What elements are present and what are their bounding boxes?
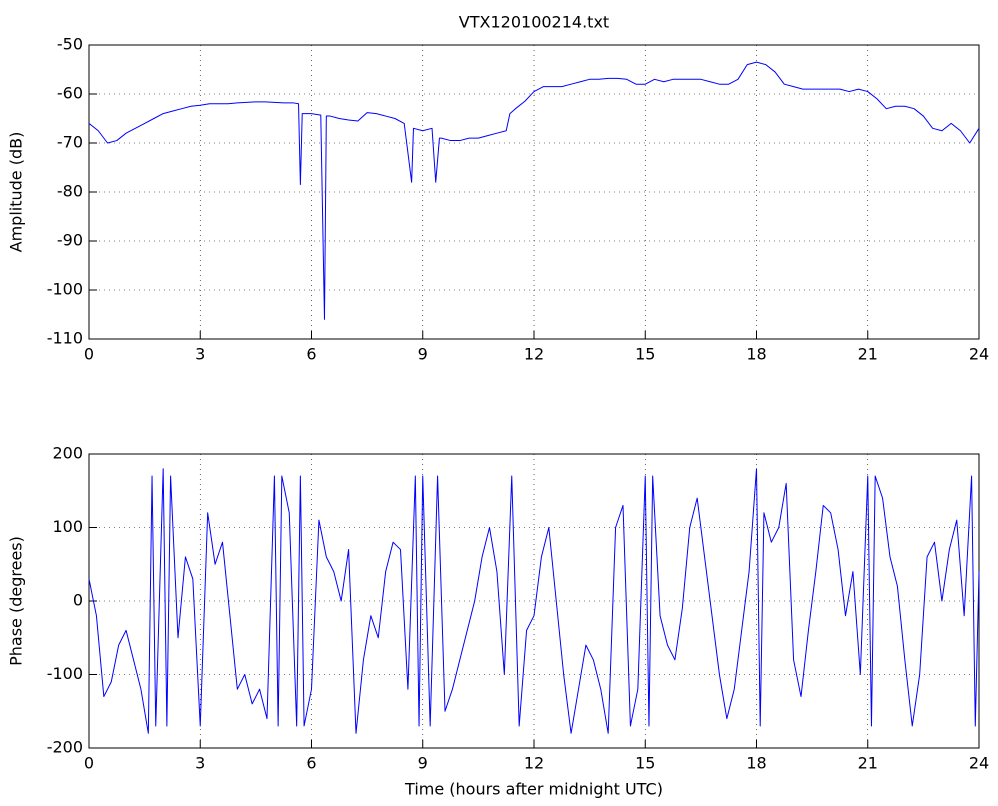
chart-title: VTX120100214.txt <box>459 13 609 32</box>
x-tick-label: 9 <box>418 754 428 773</box>
axes-box <box>88 44 980 340</box>
x-tick-label: 0 <box>84 754 94 773</box>
y-tick-label: -200 <box>47 738 83 757</box>
x-tick-label: 18 <box>746 345 766 364</box>
y-axis-label: Amplitude (dB) <box>7 132 26 253</box>
x-tick-label: 6 <box>306 754 316 773</box>
y-tick-label: 0 <box>73 591 83 610</box>
x-tick-label: 3 <box>195 345 205 364</box>
x-tick-label: 24 <box>969 754 989 773</box>
y-tick-label: -100 <box>47 664 83 683</box>
data-line <box>88 468 980 734</box>
y-tick-label: 200 <box>52 444 83 463</box>
x-tick-label: 3 <box>195 754 205 773</box>
y-axis-label: Phase (degrees) <box>7 536 26 666</box>
x-tick-label: 24 <box>969 345 989 364</box>
axes-box <box>88 453 980 749</box>
x-tick-label: 15 <box>635 345 655 364</box>
x-tick-label: 21 <box>858 754 878 773</box>
y-tick-label: -60 <box>57 84 83 103</box>
x-axis-label: Time (hours after midnight UTC) <box>404 780 663 799</box>
x-tick-label: 12 <box>524 754 544 773</box>
x-tick-label: 21 <box>858 345 878 364</box>
y-tick-label: -80 <box>57 182 83 201</box>
x-tick-label: 15 <box>635 754 655 773</box>
y-tick-label: -50 <box>57 35 83 54</box>
x-tick-label: 6 <box>306 345 316 364</box>
data-line <box>88 61 980 320</box>
y-tick-label: -100 <box>47 280 83 299</box>
x-tick-label: 18 <box>746 754 766 773</box>
x-tick-label: 9 <box>418 345 428 364</box>
x-tick-label: 0 <box>84 345 94 364</box>
x-tick-label: 12 <box>524 345 544 364</box>
y-tick-label: -70 <box>57 133 83 152</box>
y-tick-label: -90 <box>57 231 83 250</box>
y-tick-label: -110 <box>47 329 83 348</box>
y-tick-label: 100 <box>52 517 83 536</box>
